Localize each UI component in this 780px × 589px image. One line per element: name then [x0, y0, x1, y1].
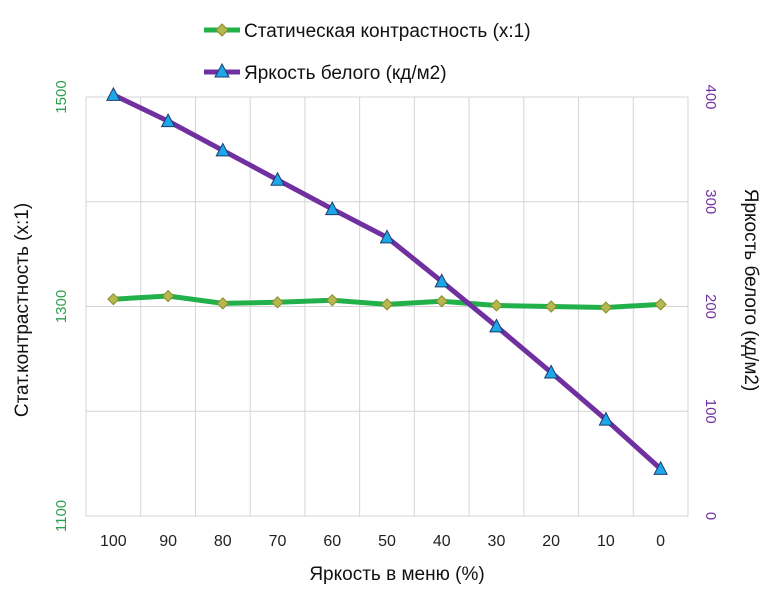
left-tick-label: 1300	[53, 290, 70, 323]
data-point-marker	[489, 318, 504, 333]
series-layer	[106, 86, 668, 475]
data-point-marker	[107, 292, 120, 306]
data-point-marker	[160, 113, 176, 128]
data-point-marker	[324, 200, 340, 216]
legend-label-contrast: Статическая контрастность (x:1)	[244, 21, 531, 42]
right-tick-label: 400	[702, 84, 719, 109]
x-tick-label: 20	[542, 533, 560, 550]
x-tick-label: 10	[597, 533, 615, 550]
x-tick-label: 90	[159, 533, 177, 550]
data-point-marker	[379, 229, 395, 244]
data-point-marker	[653, 460, 668, 475]
left-axis-title: Стат.контрастность (x:1)	[12, 203, 33, 417]
series-1	[107, 289, 667, 314]
data-point-marker	[543, 364, 559, 379]
legend: Статическая контрастность (x:1) Яркость …	[204, 21, 531, 84]
x-tick-label: 60	[323, 533, 341, 550]
x-tick-label: 0	[656, 533, 665, 550]
right-axis-title: Яркость белого (кд/м2)	[740, 189, 761, 392]
data-point-marker	[435, 295, 448, 308]
data-point-marker	[215, 142, 231, 157]
data-point-marker	[326, 294, 339, 307]
left-axis-ticks: 1100 1300 1500	[53, 80, 70, 532]
series-2	[106, 86, 668, 475]
right-axis-ticks: 0 100 200 300 400	[702, 84, 719, 520]
x-tick-label: 70	[269, 533, 287, 550]
left-tick-label: 1100	[53, 500, 70, 532]
data-point-marker	[544, 300, 558, 313]
right-tick-label: 300	[702, 189, 719, 214]
data-point-marker	[490, 299, 503, 312]
data-point-marker	[161, 289, 175, 303]
x-tick-label: 50	[378, 533, 396, 550]
legend-item-contrast: Статическая контрастность (x:1)	[204, 21, 531, 42]
right-tick-label: 200	[702, 294, 719, 319]
x-tick-label: 40	[433, 533, 451, 550]
data-point-marker	[216, 297, 230, 310]
data-point-marker	[654, 298, 667, 311]
x-axis-ticks: 100 90 80 70 60 50 40 30 20 10 0	[100, 533, 665, 550]
x-tick-label: 100	[100, 533, 127, 550]
x-tick-label: 80	[214, 533, 232, 550]
left-tick-label: 1500	[53, 80, 70, 113]
legend-item-brightness: Яркость белого (кд/м2)	[204, 62, 447, 84]
data-point-marker	[598, 411, 614, 426]
data-point-marker	[106, 86, 121, 101]
x-tick-label: 30	[488, 533, 506, 550]
data-point-marker	[270, 171, 285, 186]
legend-label-brightness: Яркость белого (кд/м2)	[244, 63, 447, 84]
data-point-marker	[599, 301, 613, 314]
right-tick-label: 0	[702, 512, 719, 520]
data-point-marker	[434, 273, 450, 288]
legend-marker-brightness	[214, 62, 230, 78]
right-tick-label: 100	[702, 399, 719, 424]
legend-marker-contrast	[215, 23, 229, 37]
data-point-marker	[271, 296, 284, 309]
x-axis-title: Яркость в меню (%)	[309, 564, 484, 585]
data-point-marker	[380, 298, 394, 311]
